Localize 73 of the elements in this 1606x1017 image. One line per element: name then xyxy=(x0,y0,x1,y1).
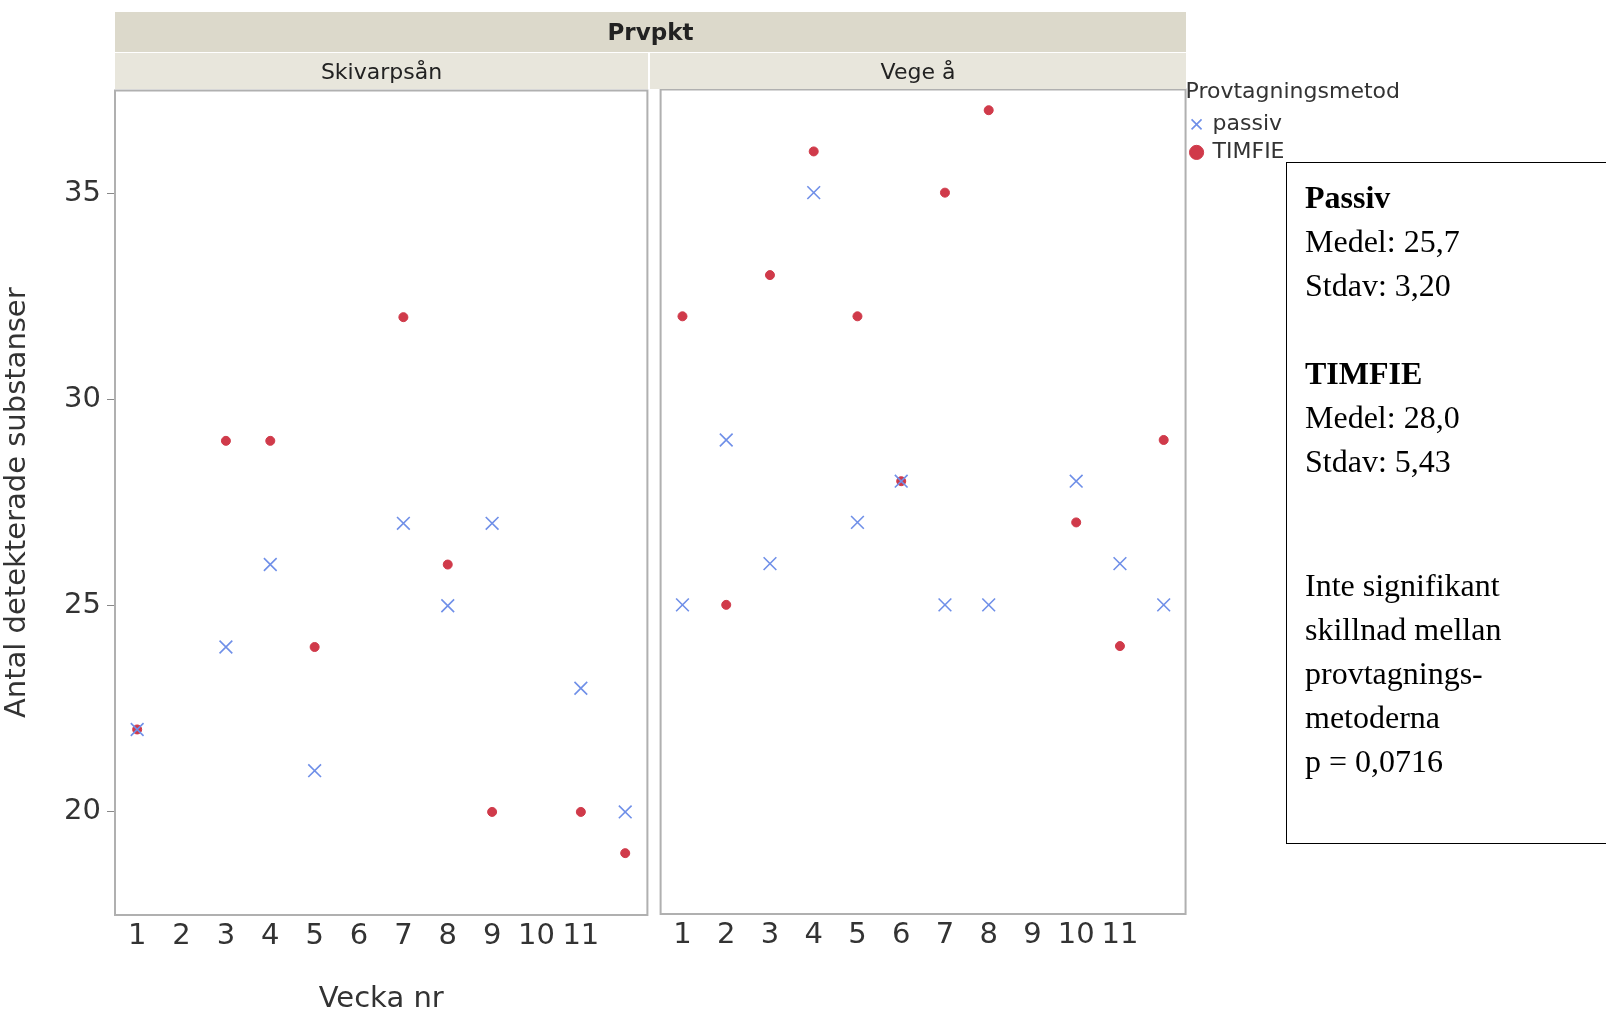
point xyxy=(806,185,821,201)
x-tick-label: 2 xyxy=(716,916,736,951)
point xyxy=(677,311,688,322)
legend-label: TIMFIE xyxy=(1211,138,1285,164)
x-tick-label: 5 xyxy=(305,916,324,951)
x-tick-label: 3 xyxy=(760,916,780,951)
x-tick-label: 4 xyxy=(804,916,823,951)
point xyxy=(440,598,455,613)
point xyxy=(1158,435,1169,446)
x-tick-label: 1 xyxy=(127,916,147,951)
x-tick-label: 3 xyxy=(216,916,236,951)
x-tick-label: 1 xyxy=(673,916,692,951)
point xyxy=(396,515,411,531)
x-tick-label: 7 xyxy=(394,916,413,951)
point xyxy=(218,639,234,654)
x-tick-label: 5 xyxy=(848,916,867,951)
point xyxy=(850,515,865,530)
point xyxy=(487,806,498,817)
x-tick-label: 11 xyxy=(1101,916,1139,951)
point xyxy=(1069,474,1084,489)
x-tick-label: 9 xyxy=(1023,916,1042,951)
x-tick-label: 8 xyxy=(438,916,457,951)
x-tick-label: 10 xyxy=(518,916,555,951)
legend-label: passiv xyxy=(1212,110,1283,136)
point xyxy=(618,804,633,819)
point xyxy=(573,680,589,695)
text: TIMFIE Medel: 28,0 Stdav: 5,43 xyxy=(1305,354,1461,481)
x-tick-label: 6 xyxy=(349,916,369,951)
x-tick-label: 10 xyxy=(1057,916,1095,951)
point xyxy=(1071,517,1082,528)
legend-title: Provtagningsmetod xyxy=(1185,78,1400,104)
y-axis-title: Antal detekterade substanser xyxy=(0,286,32,718)
point xyxy=(981,598,996,613)
point xyxy=(719,433,734,448)
point xyxy=(762,556,778,572)
point xyxy=(307,763,322,778)
point xyxy=(309,641,320,652)
y-tick-label: 20 xyxy=(64,792,101,827)
point xyxy=(575,806,586,817)
x-tick-label: 4 xyxy=(261,916,280,951)
x-axis-title: Vecka nr xyxy=(318,979,444,1014)
y-tick-label: 35 xyxy=(64,173,101,208)
point xyxy=(265,435,276,446)
y-tick-label: 30 xyxy=(64,379,101,414)
x-tick-label: 8 xyxy=(979,916,998,951)
point xyxy=(398,311,409,322)
x-tick-label: 2 xyxy=(172,916,191,951)
y-tick-label: 25 xyxy=(64,585,101,620)
point xyxy=(721,600,732,611)
chart-subtitle: Skivarpsån xyxy=(115,53,648,89)
point xyxy=(675,598,690,613)
x-tick-label: 7 xyxy=(935,916,955,951)
point xyxy=(983,105,994,116)
text: Inte signifikant skillnad mellan provtagnings- metoderna p = 0,0716 xyxy=(1305,566,1503,781)
x-tick-label: 9 xyxy=(482,916,502,951)
point xyxy=(852,311,863,322)
point xyxy=(808,146,819,157)
point xyxy=(484,515,500,531)
chart-title: Prvpkt xyxy=(115,12,1186,52)
chart-subtitle: Vege å xyxy=(650,53,1186,89)
point xyxy=(937,598,953,613)
text: Passiv Medel: 25,7 Stdav: 3,20 xyxy=(1305,178,1461,305)
x-tick-label: 11 xyxy=(562,916,600,951)
point xyxy=(620,847,631,858)
point xyxy=(220,435,231,446)
point xyxy=(1114,641,1125,652)
point xyxy=(764,270,775,281)
x-tick-label: 6 xyxy=(891,916,911,951)
point xyxy=(263,556,278,572)
point xyxy=(1156,598,1171,613)
point xyxy=(939,188,950,199)
point xyxy=(442,559,453,570)
point xyxy=(1112,556,1128,572)
